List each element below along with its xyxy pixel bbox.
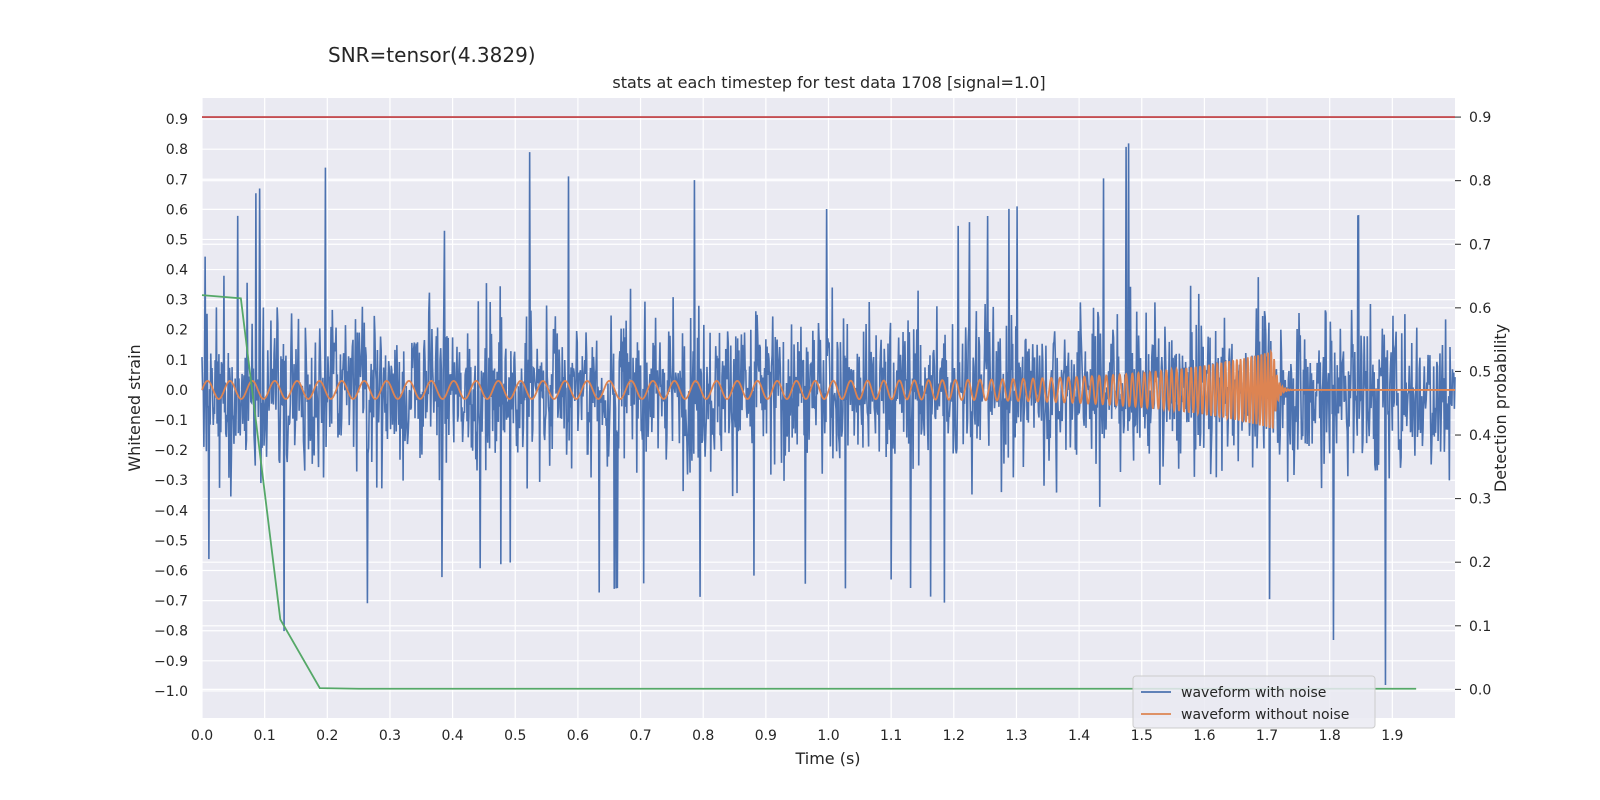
- noisy-waveform-line: [201, 143, 1456, 685]
- x-tick-label: 0.6: [567, 728, 589, 744]
- x-tick-label: 1.9: [1381, 728, 1403, 744]
- x-tick-label: 1.2: [943, 728, 965, 744]
- x-tick-label: 0.1: [254, 728, 276, 744]
- x-tick-label: 1.4: [1068, 728, 1090, 744]
- x-axis-ticks: 0.0 0.1 0.2 0.3 0.4 0.5 0.6 0.7 0.8 0.9 1.0 1.1 1.2 1…: [191, 728, 1404, 744]
- y-tick-label: −0.5: [154, 533, 188, 549]
- x-axis-label: Time (s): [794, 749, 860, 768]
- y-tick-label: 0.4: [166, 263, 188, 279]
- y-tick-label: −0.4: [154, 503, 188, 519]
- x-tick-label: 0.5: [504, 728, 526, 744]
- x-tick-label: 0.3: [379, 728, 401, 744]
- y2-tick-label: 0.2: [1469, 555, 1491, 571]
- y-tick-label: 0.7: [166, 172, 188, 188]
- chart-title: stats at each timestep for test data 170…: [612, 73, 1045, 92]
- legend-label: waveform with noise: [1181, 685, 1326, 701]
- y-tick-label: 0.5: [166, 232, 188, 248]
- y-tick-label: −1.0: [154, 684, 188, 700]
- y-tick-label: −0.6: [154, 564, 188, 580]
- y2-tick-label: 0.4: [1469, 428, 1491, 444]
- legend: waveform with noise waveform without nois…: [1132, 675, 1376, 729]
- x-tick-label: 1.3: [1005, 728, 1027, 744]
- series-waveform-with-noise: [201, 143, 1456, 685]
- y-axis-ticks: 0.9 0.8 0.7 0.6 0.5 0.4 0.3 0.2 0.1 0.0 −0.1 −0.2 −0…: [154, 112, 188, 700]
- x-tick-label: 0.2: [316, 728, 338, 744]
- clean-waveform-line: [201, 348, 1455, 429]
- y-tick-label: −0.2: [154, 443, 188, 459]
- y2-axis-label: Detection probability: [1491, 324, 1510, 492]
- x-tick-label: 1.8: [1319, 728, 1341, 744]
- x-tick-label: 0.9: [755, 728, 777, 744]
- y-tick-label: 0.9: [166, 112, 188, 128]
- x-tick-label: 0.4: [441, 728, 463, 744]
- y-tick-label: −0.1: [154, 413, 188, 429]
- legend-box: [1132, 675, 1376, 729]
- y2-axis-ticks: 0.9 0.8 0.7 0.6 0.5 0.4 0.3 0.2 0.1 0.0: [1455, 110, 1491, 698]
- y-tick-label: 0.3: [166, 293, 188, 309]
- x-tick-label: 1.1: [880, 728, 902, 744]
- y2-tick-label: 0.0: [1469, 682, 1491, 698]
- y2-tick-label: 0.9: [1469, 110, 1491, 126]
- y2-tick-label: 0.8: [1469, 174, 1491, 190]
- y-tick-label: 0.2: [166, 323, 188, 339]
- legend-label: waveform without noise: [1181, 707, 1349, 723]
- series-waveform-without-noise: [201, 348, 1455, 429]
- x-tick-label: 0.7: [629, 728, 651, 744]
- y2-tick-label: 0.1: [1469, 619, 1491, 635]
- y2-tick-label: 0.6: [1469, 301, 1491, 317]
- x-tick-label: 1.7: [1256, 728, 1278, 744]
- y2-tick-label: 0.7: [1469, 237, 1491, 253]
- y-tick-label: −0.9: [154, 654, 188, 670]
- y-tick-label: −0.8: [154, 624, 188, 640]
- y-tick-label: 0.0: [166, 383, 188, 399]
- x-tick-label: 1.5: [1131, 728, 1153, 744]
- x-tick-label: 0.8: [692, 728, 714, 744]
- figure-suptitle: SNR=tensor(4.3829): [328, 43, 536, 67]
- y-tick-label: 0.8: [166, 142, 188, 158]
- y-tick-label: 0.1: [166, 353, 188, 369]
- y2-tick-label: 0.3: [1469, 492, 1491, 508]
- x-tick-label: 0.0: [191, 728, 213, 744]
- y-tick-label: 0.6: [166, 202, 188, 218]
- y2-tick-label: 0.5: [1469, 364, 1491, 380]
- x-tick-label: 1.6: [1193, 728, 1215, 744]
- y-tick-label: −0.7: [154, 594, 188, 610]
- y-axis-label: Whitened strain: [125, 344, 144, 471]
- x-tick-label: 1.0: [817, 728, 839, 744]
- y-tick-label: −0.3: [154, 473, 188, 489]
